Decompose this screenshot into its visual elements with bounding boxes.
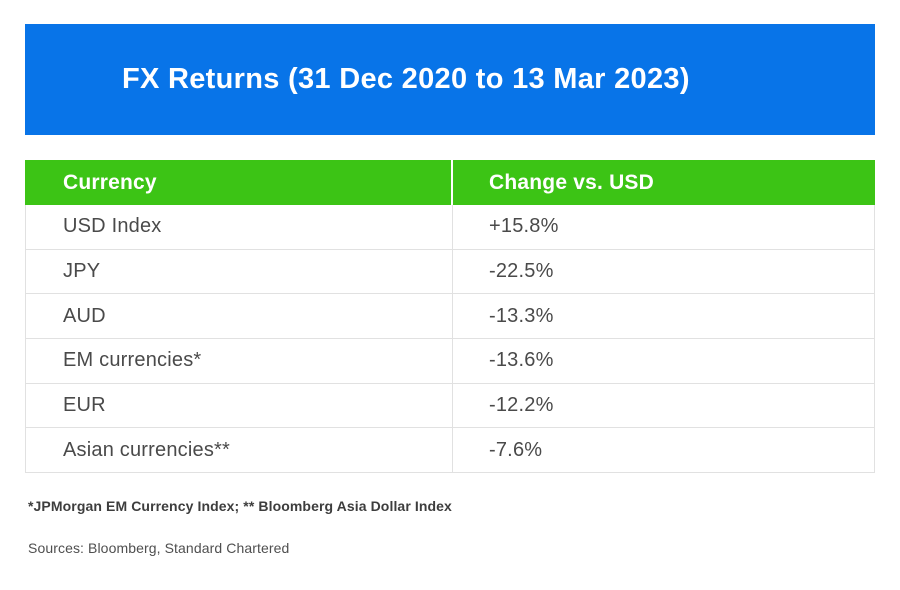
column-header-currency: Currency bbox=[25, 160, 453, 205]
page-title: FX Returns (31 Dec 2020 to 13 Mar 2023) bbox=[122, 63, 690, 95]
title-banner: FX Returns (31 Dec 2020 to 13 Mar 2023) bbox=[25, 24, 875, 135]
table-header-row: Currency Change vs. USD bbox=[25, 160, 875, 205]
table-row-asian-currencies: Asian currencies** -7.6% bbox=[26, 428, 874, 474]
change-cell: -22.5% bbox=[489, 260, 554, 282]
table-row-usd-index: USD Index +15.8% bbox=[26, 205, 874, 250]
table-row-aud: AUD -13.3% bbox=[26, 294, 874, 340]
footnote-sources: Sources: Bloomberg, Standard Chartered bbox=[28, 540, 290, 556]
currency-cell: Asian currencies** bbox=[26, 428, 453, 473]
fx-returns-table: Currency Change vs. USD USD Index +15.8%… bbox=[25, 160, 875, 474]
currency-cell: EM currencies* bbox=[26, 339, 453, 383]
currency-cell: USD Index bbox=[26, 205, 453, 249]
column-header-change: Change vs. USD bbox=[489, 170, 655, 194]
currency-cell: JPY bbox=[26, 249, 453, 294]
currency-cell: EUR bbox=[26, 383, 453, 428]
table-row-jpy: JPY -22.5% bbox=[26, 249, 874, 295]
change-cell: -7.6% bbox=[489, 438, 543, 461]
change-cell: -12.2% bbox=[489, 394, 554, 417]
table-row-eur: EUR -12.2% bbox=[26, 383, 874, 429]
change-cell: -13.3% bbox=[489, 304, 554, 327]
change-cell: +15.8% bbox=[489, 215, 559, 238]
footnote-index-definitions: *JPMorgan EM Currency Index; ** Bloomber… bbox=[28, 498, 452, 514]
table-row-em-currencies: EM currencies* -13.6% bbox=[26, 339, 874, 384]
table-body: USD Index +15.8% JPY -22.5% AUD -13.3% E… bbox=[25, 205, 875, 474]
currency-cell: AUD bbox=[26, 294, 453, 339]
change-cell: -13.6% bbox=[489, 349, 554, 372]
